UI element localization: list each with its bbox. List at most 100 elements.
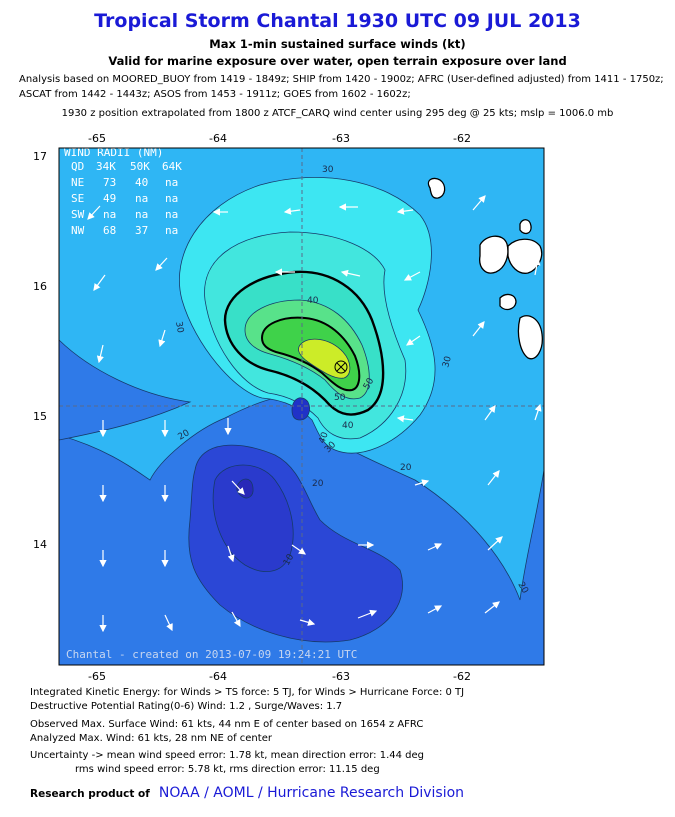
radii-value: 73 xyxy=(103,176,116,189)
chart-title: Tropical Storm Chantal 1930 UTC 09 JUL 2… xyxy=(94,10,581,32)
radii-value: na xyxy=(135,192,148,205)
subtitle-units: Max 1-min sustained surface winds (kt) xyxy=(209,37,466,51)
radii-value: 49 xyxy=(103,192,116,205)
wind-arrow xyxy=(231,611,241,628)
radii-value: na xyxy=(165,176,178,189)
lon-tick-labels-top: -65 -64 -63 -62 xyxy=(88,132,471,145)
land-masses xyxy=(427,177,543,360)
wind-arrow xyxy=(487,536,503,551)
map-frame xyxy=(58,147,545,666)
lat-tick-label: 15 xyxy=(33,410,47,423)
wind-arrow xyxy=(427,543,443,551)
lon-tick-label: -65 xyxy=(88,670,106,683)
analysis-sources-2: ASCAT from 1442 - 1443z; ASOS from 1453 … xyxy=(19,89,411,100)
wind-arrow xyxy=(96,344,104,364)
radii-value: na xyxy=(165,192,178,205)
wind-map: -65 -64 -63 -62 -65 -64 -63 -62 17 16 15… xyxy=(33,132,545,683)
lon-tick-label: -64 xyxy=(209,132,227,145)
wind-arrow xyxy=(291,544,306,555)
radii-value: na xyxy=(135,208,148,221)
radii-value: 40 xyxy=(135,176,148,189)
lon-tick-label: -62 xyxy=(453,132,471,145)
lon-tick-label: -65 xyxy=(88,132,106,145)
wind-arrow xyxy=(357,609,378,619)
wind-arrow xyxy=(93,274,106,291)
wind-arrow xyxy=(414,479,430,487)
land-barbuda-islet xyxy=(519,219,532,235)
center-low-core xyxy=(291,397,310,421)
analyzed-max-line: Analyzed Max. Wind: 61 kts, 28 nm NE of … xyxy=(30,733,272,744)
contour-label: 20 xyxy=(400,463,412,473)
radii-value: 37 xyxy=(135,224,148,237)
wind-arrow xyxy=(403,271,421,281)
wind-vectors xyxy=(87,195,542,633)
wind-arrow xyxy=(231,480,245,495)
wind-arrow xyxy=(158,329,166,348)
lat-tick-labels: 17 16 15 14 xyxy=(33,150,47,551)
land-dominica xyxy=(517,315,543,360)
research-credit: Research product of NOAA / AOML / Hurric… xyxy=(30,782,464,801)
land-antigua xyxy=(427,177,446,199)
wind-arrow xyxy=(484,601,500,614)
contour-label: 30 xyxy=(173,321,185,334)
wind-field-20kt-left xyxy=(59,339,192,441)
radii-quadrant: NW xyxy=(71,224,85,237)
wind-field-60kt xyxy=(298,338,351,379)
radii-header-50k: 50K xyxy=(130,160,150,173)
lat-tick-label: 16 xyxy=(33,280,47,293)
wind-radii-title: WIND RADII (NM) xyxy=(64,146,163,159)
lon-tick-label: -62 xyxy=(453,670,471,683)
contour-label: 40 xyxy=(342,421,354,431)
lon-tick-label: -63 xyxy=(332,670,350,683)
dpr-line: Destructive Potential Rating(0-6) Wind: … xyxy=(30,701,343,712)
wind-arrow xyxy=(283,207,301,215)
wind-arrow xyxy=(299,618,316,626)
contour-label: 30 xyxy=(441,355,454,369)
contour-label: 40 xyxy=(317,431,330,445)
radii-value: 68 xyxy=(103,224,116,237)
subtitle-exposure: Valid for marine exposure over water, op… xyxy=(108,54,567,68)
wind-arrow xyxy=(87,205,101,220)
map-credit: Chantal - created on 2013-07-09 19:24:21… xyxy=(66,648,357,661)
position-note: 1930 z position extrapolated from 1800 z… xyxy=(61,108,614,119)
radii-value: na xyxy=(165,208,178,221)
radii-value: na xyxy=(103,208,116,221)
wind-arrow xyxy=(472,195,486,211)
wind-arrow xyxy=(472,321,485,337)
radii-header-64k: 64K xyxy=(162,160,182,173)
observed-max-line: Observed Max. Surface Wind: 61 kts, 44 n… xyxy=(30,719,424,730)
radii-quadrant: SE xyxy=(71,192,84,205)
research-label: Research product of xyxy=(30,788,150,800)
lon-tick-labels-bottom: -65 -64 -63 -62 xyxy=(88,670,471,683)
lat-tick-label: 17 xyxy=(33,150,47,163)
wind-arrow xyxy=(487,470,500,486)
radii-quadrant: NE xyxy=(71,176,84,189)
wind-arrow xyxy=(340,269,361,277)
wind-arrow xyxy=(396,415,414,423)
contour-label: 50 xyxy=(334,393,346,403)
wind-arrow xyxy=(227,545,235,563)
uncertainty-line-1: Uncertainty -> mean wind speed error: 1.… xyxy=(30,750,425,761)
lat-tick-label: 14 xyxy=(33,538,47,551)
wind-arrow xyxy=(164,614,173,632)
lon-tick-label: -63 xyxy=(332,132,350,145)
wind-arrow xyxy=(484,405,496,421)
wind-arrow xyxy=(396,207,414,215)
land-marie-galante xyxy=(499,293,517,311)
research-org-link[interactable]: NOAA / AOML / Hurricane Research Divisio… xyxy=(158,785,465,801)
radii-value: na xyxy=(165,224,178,237)
radii-header-qd: QD xyxy=(71,160,84,173)
storm-center-marker xyxy=(334,360,348,374)
wind-field-10kt-inner xyxy=(212,464,294,572)
radii-quadrant: SW xyxy=(71,208,85,221)
analysis-sources-1: Analysis based on MOORED_BUOY from 1419 … xyxy=(19,74,664,85)
wind-arrow xyxy=(406,335,421,346)
lon-tick-label: -64 xyxy=(209,670,227,683)
radii-header-34k: 34K xyxy=(96,160,116,173)
contour-label: 20 xyxy=(312,479,324,489)
wind-arrow xyxy=(533,257,541,276)
wind-arrow xyxy=(534,403,542,421)
ike-line: Integrated Kinetic Energy: for Winds > T… xyxy=(30,687,465,698)
wind-arrow xyxy=(155,257,168,271)
contour-label: 30 xyxy=(322,165,334,175)
